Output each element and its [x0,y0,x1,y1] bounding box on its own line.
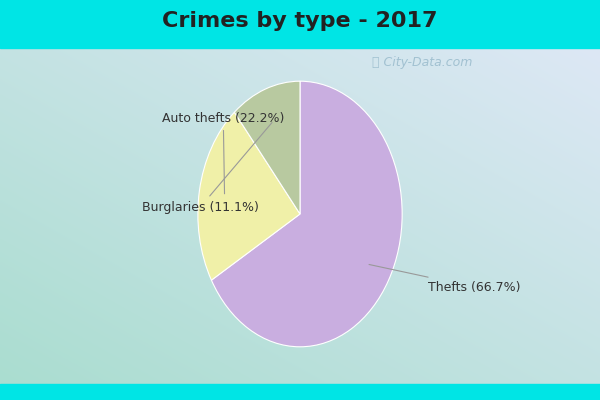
Text: ⓘ City-Data.com: ⓘ City-Data.com [372,56,472,69]
Wedge shape [235,81,300,214]
Bar [0,384,600,400]
Text: Thefts (66.7%): Thefts (66.7%) [369,264,520,294]
Title: Crimes by type - 2017: Crimes by type - 2017 [162,12,438,32]
Wedge shape [198,112,300,280]
Text: Auto thefts (22.2%): Auto thefts (22.2%) [162,112,284,194]
Text: Burglaries (11.1%): Burglaries (11.1%) [142,122,272,214]
Wedge shape [211,81,402,347]
Bar [0,0,600,48]
